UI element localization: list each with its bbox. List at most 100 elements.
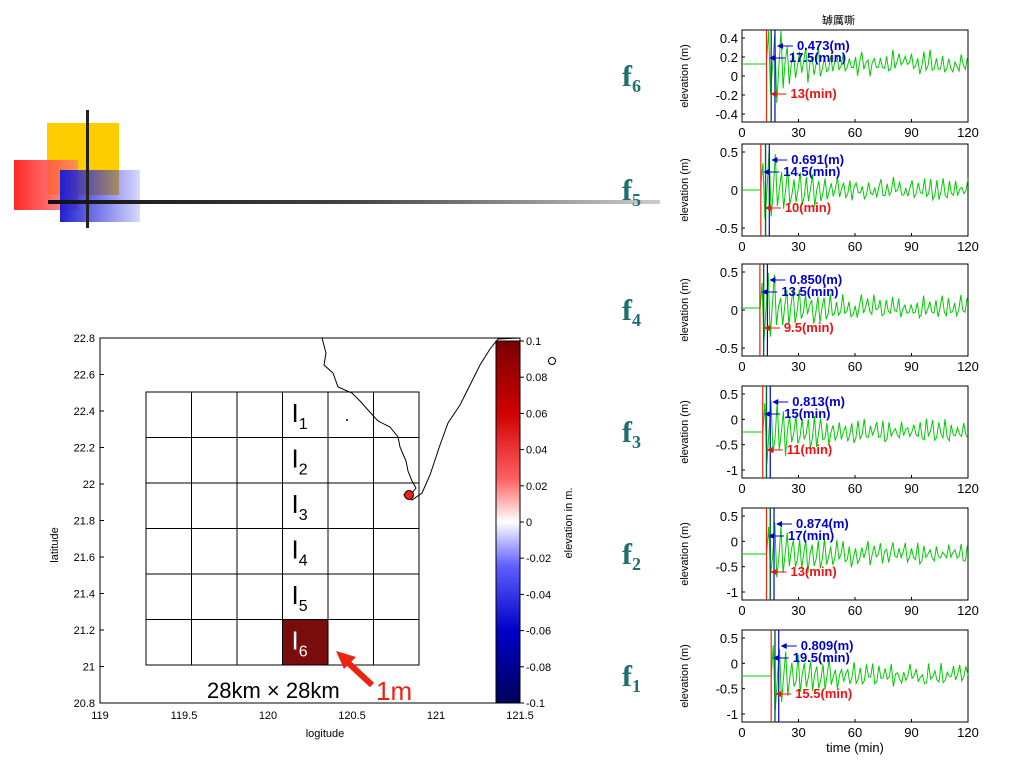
map-ytick-label: 22 bbox=[83, 479, 95, 491]
cell-label: I4 bbox=[292, 535, 308, 570]
panel-ytick-label: -0.2 bbox=[716, 88, 738, 103]
peak-time-annotation: 13.5(min) bbox=[781, 284, 838, 299]
panel-ytick-label: 0.5 bbox=[720, 265, 738, 280]
panel-ytick-label: 0.4 bbox=[720, 31, 738, 46]
amplitude-annotation: 0.813(m) bbox=[792, 394, 845, 409]
map-figure: 22.8 22.6 22.4 22.2 22 21.8 21.6 21.4 21.2 21 20.8… bbox=[49, 333, 575, 740]
panel-xtick-label: 30 bbox=[791, 359, 805, 374]
colorbar-tick-label: 0.08 bbox=[526, 372, 547, 384]
panel-label: f5 bbox=[622, 174, 641, 210]
panel-xtick-label: 30 bbox=[791, 125, 805, 140]
panel-ytick-label: 0.2 bbox=[720, 50, 738, 65]
panel-xtick-label: 90 bbox=[904, 359, 918, 374]
panel-label: f4 bbox=[622, 294, 641, 330]
colorbar-tick-label: -0.1 bbox=[526, 698, 545, 710]
panel-xtick-label: 120 bbox=[957, 725, 979, 740]
elevation-curve bbox=[742, 645, 969, 711]
source-cell bbox=[282, 619, 329, 666]
map-xtick-label: 119 bbox=[91, 710, 109, 722]
map-xtick-label: 120.5 bbox=[338, 710, 366, 722]
panel-xtick-label: 120 bbox=[957, 359, 979, 374]
panel-ytick-label: -0.5 bbox=[716, 221, 738, 236]
panel-xtick-label: 60 bbox=[848, 359, 862, 374]
panel-xtick-label: 30 bbox=[791, 603, 805, 618]
map-ytick-label: 21.6 bbox=[74, 552, 95, 564]
panels-title: 罅厲嘶 bbox=[822, 15, 855, 27]
map-ytick-label: 22.2 bbox=[74, 443, 95, 455]
panel-ytick-label: 0 bbox=[731, 656, 738, 671]
arrival-time-annotation: 13(min) bbox=[790, 564, 836, 579]
deco-horizontal-line bbox=[48, 200, 660, 204]
amplitude-annotation: 0.473(m) bbox=[797, 38, 850, 53]
colorbar-corner-marker bbox=[548, 357, 556, 365]
panel-xtick-label: 120 bbox=[957, 125, 979, 140]
map-ytick-label: 21 bbox=[83, 662, 95, 674]
panel-ylabel: elevation (m) bbox=[679, 278, 691, 342]
colorbar-label: elevation in m. bbox=[563, 488, 575, 559]
panel-ytick-label: -0.5 bbox=[716, 560, 738, 575]
amplitude-annotation: 0.691(m) bbox=[791, 152, 844, 167]
cell-label: I3 bbox=[292, 489, 308, 524]
panel-frame bbox=[741, 263, 969, 357]
colorbar-tick-label: 0 bbox=[526, 517, 532, 529]
cell-label: I1 bbox=[292, 398, 308, 433]
colorbar-tick-label: -0.02 bbox=[526, 553, 551, 565]
panel-ytick-label: 0 bbox=[731, 69, 738, 84]
colorbar-tick-label: 0.02 bbox=[526, 481, 547, 493]
panel-xtick-label: 60 bbox=[848, 603, 862, 618]
panel-xtick-label: 90 bbox=[904, 125, 918, 140]
deco-vertical-line bbox=[86, 110, 89, 228]
map-ytick-label: 21.8 bbox=[74, 516, 95, 528]
panel-xtick-label: 90 bbox=[904, 239, 918, 254]
map-ytick-label: 22.4 bbox=[74, 406, 95, 418]
colorbar bbox=[495, 340, 521, 704]
panel-label: f2 bbox=[622, 538, 641, 574]
colorbar-tick-label: -0.04 bbox=[526, 589, 551, 601]
cell-label: I6 bbox=[292, 626, 308, 661]
arrival-time-annotation: 13(min) bbox=[790, 86, 836, 101]
amplitude-label: 1m bbox=[376, 676, 412, 706]
panel-xtick-label: 90 bbox=[904, 481, 918, 496]
map-xtick-label: 119.5 bbox=[171, 710, 198, 722]
panel-xtick-label: 60 bbox=[848, 481, 862, 496]
peak-time-annotation: 19.5(min) bbox=[793, 650, 850, 665]
panel-xtick-label: 120 bbox=[957, 481, 979, 496]
panel-xtick-label: 0 bbox=[738, 125, 745, 140]
panel-xtick-label: 60 bbox=[848, 239, 862, 254]
panel-xtick-label: 0 bbox=[738, 481, 745, 496]
panel-xtick-label: 0 bbox=[738, 359, 745, 374]
panel-xtick-label: 90 bbox=[904, 725, 918, 740]
amplitude-annotation: 0.809(m) bbox=[801, 638, 854, 653]
peak-time-annotation: 17.5(min) bbox=[789, 50, 846, 65]
map-ytick-label: 20.8 bbox=[74, 698, 95, 710]
panel-xtick-label: 0 bbox=[738, 725, 745, 740]
amplitude-annotation: 0.874(m) bbox=[796, 516, 849, 531]
map-xlabel: logitude bbox=[306, 728, 345, 740]
cell-label: I2 bbox=[292, 444, 308, 479]
panel-xtick-label: 60 bbox=[848, 725, 862, 740]
arrival-time-annotation: 9.5(min) bbox=[784, 320, 834, 335]
elevation-curve bbox=[742, 401, 969, 464]
panel-label: f3 bbox=[622, 416, 641, 452]
panel-ytick-label: 0 bbox=[731, 303, 738, 318]
panel-ylabel: elevation (m) bbox=[679, 644, 691, 708]
colorbar-tick-label: -0.08 bbox=[526, 662, 551, 674]
map-ytick-label: 22.6 bbox=[74, 370, 95, 382]
colorbar-tick-label: 0.1 bbox=[526, 336, 541, 348]
colorbar-tick-label: 0.04 bbox=[526, 445, 547, 457]
peak-time-annotation: 15(min) bbox=[784, 406, 830, 421]
panel-ytick-label: -0.4 bbox=[716, 107, 738, 122]
arrival-time-annotation: 10(min) bbox=[785, 200, 831, 215]
panel-ytick-label: -0.5 bbox=[716, 438, 738, 453]
map-ytick-label: 21.2 bbox=[74, 625, 95, 637]
panel-xtick-label: 120 bbox=[957, 239, 979, 254]
panel-xtick-label: 90 bbox=[904, 603, 918, 618]
map-xtick-label: 121 bbox=[427, 710, 445, 722]
panel-ytick-label: 0.5 bbox=[720, 145, 738, 160]
